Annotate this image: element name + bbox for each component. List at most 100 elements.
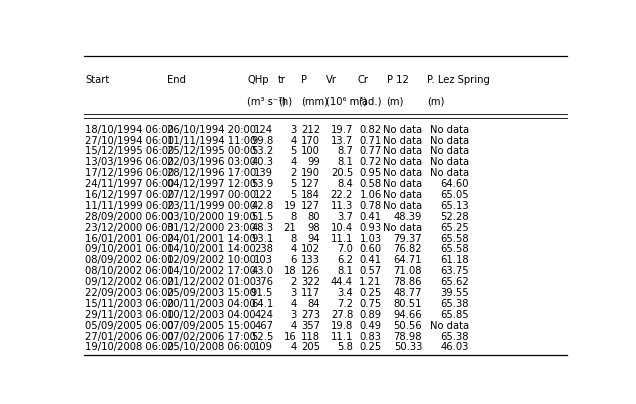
Text: (ad.): (ad.) <box>358 97 382 107</box>
Text: No data: No data <box>383 201 422 211</box>
Text: 0.58: 0.58 <box>359 179 382 189</box>
Text: 21: 21 <box>284 223 296 233</box>
Text: 7.2: 7.2 <box>337 299 353 309</box>
Text: 0.77: 0.77 <box>359 147 382 156</box>
Text: 5: 5 <box>290 190 296 200</box>
Text: 8.1: 8.1 <box>337 157 353 167</box>
Text: No data: No data <box>430 125 469 135</box>
Text: 65.58: 65.58 <box>440 244 469 255</box>
Text: 20/11/2003 04:00: 20/11/2003 04:00 <box>167 299 256 309</box>
Text: 03/10/2000 19:00: 03/10/2000 19:00 <box>167 212 256 222</box>
Text: 27/01/2006 06:00: 27/01/2006 06:00 <box>85 332 174 341</box>
Text: 4: 4 <box>290 299 296 309</box>
Text: 64.71: 64.71 <box>394 255 422 265</box>
Text: 18: 18 <box>284 266 296 276</box>
Text: 78.98: 78.98 <box>394 332 422 341</box>
Text: 322: 322 <box>301 277 320 287</box>
Text: 0.25: 0.25 <box>359 343 382 352</box>
Text: 11/11/1994 11:00: 11/11/1994 11:00 <box>167 136 256 145</box>
Text: 133: 133 <box>301 255 320 265</box>
Text: End: End <box>167 75 186 85</box>
Text: 0.83: 0.83 <box>359 332 382 341</box>
Text: Start: Start <box>85 75 109 85</box>
Text: 3: 3 <box>290 310 296 320</box>
Text: tr: tr <box>278 75 286 85</box>
Text: 44.4: 44.4 <box>331 277 353 287</box>
Text: 8.4: 8.4 <box>337 179 353 189</box>
Text: (mm): (mm) <box>301 97 328 107</box>
Text: 28/09/2000 06:00: 28/09/2000 06:00 <box>85 212 174 222</box>
Text: 08/10/2002 06:00: 08/10/2002 06:00 <box>85 266 174 276</box>
Text: 65.05: 65.05 <box>440 190 469 200</box>
Text: 84: 84 <box>308 299 320 309</box>
Text: 16: 16 <box>284 332 296 341</box>
Text: P 12: P 12 <box>387 75 408 85</box>
Text: 25/09/2003 15:00: 25/09/2003 15:00 <box>167 288 256 298</box>
Text: 424: 424 <box>254 310 273 320</box>
Text: 8: 8 <box>290 212 296 222</box>
Text: No data: No data <box>383 136 422 145</box>
Text: 39.55: 39.55 <box>440 288 469 298</box>
Text: 53.2: 53.2 <box>251 147 273 156</box>
Text: 64.60: 64.60 <box>440 179 469 189</box>
Text: 124: 124 <box>254 125 273 135</box>
Text: 4: 4 <box>290 321 296 331</box>
Text: 357: 357 <box>301 321 320 331</box>
Text: 19: 19 <box>284 201 296 211</box>
Text: 14/10/2001 14:00: 14/10/2001 14:00 <box>167 244 256 255</box>
Text: 09/12/2002 06:00: 09/12/2002 06:00 <box>85 277 174 287</box>
Text: 98: 98 <box>307 223 320 233</box>
Text: 4: 4 <box>290 244 296 255</box>
Text: 117: 117 <box>301 288 320 298</box>
Text: No data: No data <box>383 125 422 135</box>
Text: 13.7: 13.7 <box>331 136 353 145</box>
Text: 4: 4 <box>290 136 296 145</box>
Text: 18/10/1994 06:00: 18/10/1994 06:00 <box>85 125 174 135</box>
Text: No data: No data <box>383 223 422 233</box>
Text: 3: 3 <box>290 125 296 135</box>
Text: 0.49: 0.49 <box>359 321 382 331</box>
Text: 65.85: 65.85 <box>440 310 469 320</box>
Text: 99: 99 <box>307 157 320 167</box>
Text: 04/12/1997 12:00: 04/12/1997 12:00 <box>167 179 256 189</box>
Text: 61.18: 61.18 <box>440 255 469 265</box>
Text: (10⁶ m³): (10⁶ m³) <box>326 97 367 107</box>
Text: 65.25: 65.25 <box>440 223 469 233</box>
Text: 09/10/2001 06:00: 09/10/2001 06:00 <box>85 244 174 255</box>
Text: 29/11/2003 06:00: 29/11/2003 06:00 <box>85 310 174 320</box>
Text: 65.38: 65.38 <box>440 332 469 341</box>
Text: 25/12/1995 00:00: 25/12/1995 00:00 <box>167 147 256 156</box>
Text: No data: No data <box>383 157 422 167</box>
Text: (m): (m) <box>427 97 445 107</box>
Text: 127: 127 <box>301 201 320 211</box>
Text: 126: 126 <box>301 266 320 276</box>
Text: 65.38: 65.38 <box>440 299 469 309</box>
Text: (m): (m) <box>387 97 404 107</box>
Text: QHp: QHp <box>247 75 268 85</box>
Text: 376: 376 <box>254 277 273 287</box>
Text: 190: 190 <box>301 168 320 178</box>
Text: 1.06: 1.06 <box>359 190 382 200</box>
Text: 103: 103 <box>254 255 273 265</box>
Text: 0.72: 0.72 <box>359 157 382 167</box>
Text: 118: 118 <box>301 332 320 341</box>
Text: 22/09/2003 06:00: 22/09/2003 06:00 <box>85 288 174 298</box>
Text: 42.8: 42.8 <box>251 201 273 211</box>
Text: 07/09/2005 15:00: 07/09/2005 15:00 <box>167 321 256 331</box>
Text: 122: 122 <box>254 190 273 200</box>
Text: 4: 4 <box>290 157 296 167</box>
Text: 43.0: 43.0 <box>251 266 273 276</box>
Text: 28/12/1996 17:00: 28/12/1996 17:00 <box>167 168 256 178</box>
Text: Cr: Cr <box>358 75 369 85</box>
Text: 52.28: 52.28 <box>440 212 469 222</box>
Text: 40.3: 40.3 <box>251 157 273 167</box>
Text: 3: 3 <box>290 288 296 298</box>
Text: 20.5: 20.5 <box>331 168 353 178</box>
Text: 31/12/2000 23:00: 31/12/2000 23:00 <box>167 223 256 233</box>
Text: 93.1: 93.1 <box>251 234 273 244</box>
Text: 170: 170 <box>301 136 320 145</box>
Text: No data: No data <box>383 179 422 189</box>
Text: 26/10/1994 20:00: 26/10/1994 20:00 <box>167 125 256 135</box>
Text: 7.0: 7.0 <box>337 244 353 255</box>
Text: 24/11/1997 06:00: 24/11/1997 06:00 <box>85 179 174 189</box>
